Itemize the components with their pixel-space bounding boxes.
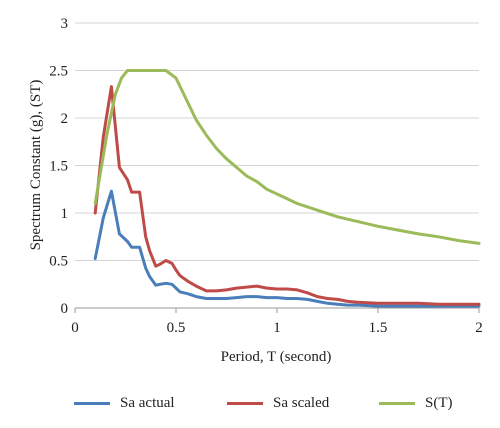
legend-label-sa-scaled: Sa scaled	[273, 394, 330, 411]
y-tick-label: 2	[61, 111, 69, 127]
series-line-sa-scaled	[93, 85, 481, 306]
y-tick-label: 1.5	[49, 159, 68, 175]
y-tick-label: 0	[61, 301, 69, 317]
legend-label-sa-actual: Sa actual	[120, 394, 175, 411]
y-axis-title: Spectrum Constant (g), (ST)	[28, 80, 44, 251]
y-tick-label: 1	[61, 206, 69, 222]
x-tick-label: 2	[475, 320, 483, 336]
legend-swatch-s-t	[379, 401, 415, 405]
series-line-sa-actual	[93, 189, 481, 308]
chart-svg: 0 0.5 1 1.5 2 0 0.5 1 1.5 2 2.5 3 Period, T (secon…	[28, 16, 483, 365]
legend-swatch-sa-scaled	[227, 401, 263, 405]
legend: Sa actual Sa scaled S(T)	[0, 388, 500, 418]
x-tick-label: 0.5	[167, 320, 186, 336]
legend-swatch-sa-actual	[74, 401, 110, 405]
legend-label-s-t: S(T)	[425, 394, 453, 411]
y-tick-label: 3	[61, 16, 69, 32]
x-tick-label: 0	[71, 320, 79, 336]
y-tick-label: 2.5	[49, 64, 68, 80]
legend-item-s-t: S(T)	[379, 388, 453, 418]
x-tick-label: 1	[273, 320, 281, 336]
x-tick-label: 1.5	[369, 320, 388, 336]
legend-item-sa-scaled: Sa scaled	[227, 388, 329, 418]
y-tick-labels: 0 0.5 1 1.5 2 2.5 3	[49, 16, 68, 317]
gridlines	[74, 22, 480, 313]
y-tick-label: 0.5	[49, 254, 68, 270]
x-tick-labels: 0 0.5 1 1.5 2	[71, 320, 483, 336]
series-lines	[93, 69, 481, 308]
legend-item-sa-actual: Sa actual	[74, 388, 175, 418]
series-line-s-t	[93, 69, 481, 245]
x-axis-title: Period, T (second)	[221, 349, 332, 365]
